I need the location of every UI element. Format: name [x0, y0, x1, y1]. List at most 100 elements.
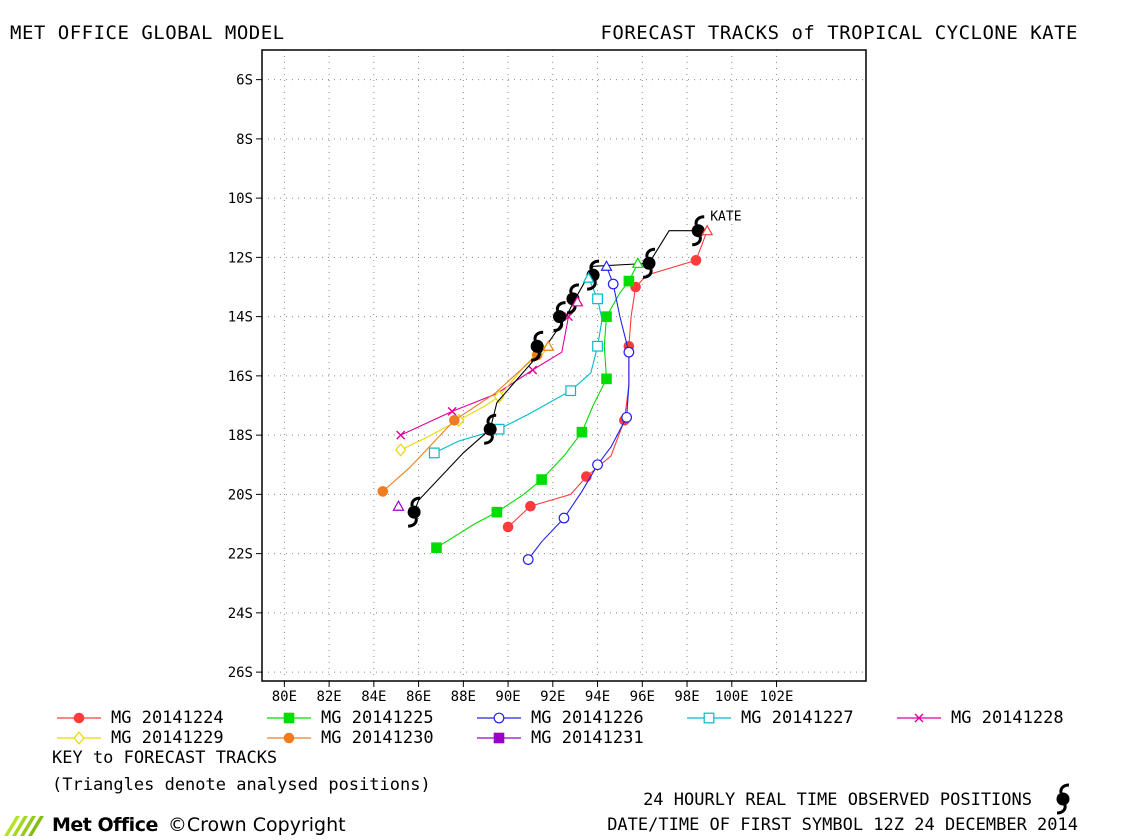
track-2-marker-13	[431, 542, 442, 553]
x-tick-label-11: 102E	[760, 689, 794, 705]
x-tick-label-8: 96E	[630, 689, 655, 705]
y-tick-label-6: 18S	[228, 428, 253, 444]
legend-entry-5: MG 20141228	[951, 708, 1064, 728]
observed-symbol-key	[1056, 783, 1070, 815]
track-2-marker-1	[623, 275, 635, 287]
analysed-position-6	[542, 340, 555, 351]
x-tick-label-0: 80E	[272, 689, 297, 705]
observed-position-1	[642, 247, 656, 279]
track-2-marker-5	[601, 373, 612, 385]
track-line-5	[400, 301, 578, 436]
met-office-logo-icon	[4, 816, 44, 836]
track-1-marker-9	[581, 471, 592, 482]
copyright-notice: ©Crown Copyright	[167, 814, 346, 836]
analysed-position-4	[571, 295, 584, 307]
met-office-logo: Met Office ©Crown Copyright	[2, 812, 346, 838]
track-2-marker-7	[576, 426, 588, 438]
grid	[262, 50, 866, 681]
observed-position-7	[407, 496, 421, 528]
track-5-marker-3	[528, 365, 538, 375]
track-4-marker-3	[592, 340, 603, 352]
x-tick-label-6: 92E	[540, 689, 565, 705]
analysed-position-7	[392, 499, 405, 511]
model-title: MET OFFICE GLOBAL MODEL	[10, 22, 285, 44]
y-tick-label-9: 24S	[228, 606, 253, 622]
track-3-marker-3	[623, 346, 635, 358]
track-5-marker-5	[447, 406, 457, 416]
track-line-3	[527, 266, 630, 560]
y-tick-label-10: 26S	[228, 665, 253, 681]
legend-marker-5	[914, 713, 924, 723]
track-3-marker-11	[522, 554, 534, 565]
legend-entry-7: MG 20141230	[321, 728, 434, 748]
track-1-marker-1	[690, 255, 702, 266]
track-1-marker-11	[525, 500, 536, 512]
track-6-marker-7	[395, 443, 407, 457]
legend-entry-6: MG 20141229	[111, 728, 224, 748]
first-symbol-datetime: DATE/TIME OF FIRST SYMBOL 12Z 24 DECEMBE…	[607, 815, 1078, 835]
track-2-marker-11	[491, 506, 503, 518]
track-3-marker-9	[558, 512, 570, 524]
track-7-marker-5	[377, 486, 389, 497]
x-tick-label-5: 90E	[495, 689, 520, 705]
track-1-marker-12	[502, 521, 514, 533]
y-tick-label-5: 16S	[228, 369, 253, 385]
logo-wordmark: Met Office	[52, 814, 158, 836]
legend-marker-2	[283, 712, 295, 724]
analysed-position-1	[631, 257, 644, 268]
legend-entry-2: MG 20141225	[321, 708, 434, 728]
track-5-marker-6	[396, 430, 406, 440]
legend-marker-6	[73, 731, 85, 745]
observed-position-0	[691, 215, 705, 247]
y-tick-label-8: 22S	[228, 547, 253, 563]
axes: 80E 82E 84E 86E 88E 90E 92E 94E 96E 98E 100E 102E 6S…	[228, 49, 867, 705]
track-7-marker-3	[449, 415, 460, 426]
x-tick-label-2: 84E	[361, 689, 386, 705]
y-tick-label-3: 12S	[228, 250, 253, 266]
analysed-position-0	[701, 224, 714, 236]
track-6-marker-3	[493, 389, 505, 404]
legend-entry-4: MG 20141227	[741, 708, 854, 728]
analysed-position-3	[582, 271, 595, 283]
track-2-marker-9	[536, 474, 547, 485]
track-line-4	[434, 277, 603, 454]
observed-position-5	[530, 330, 544, 362]
legend-marker-4	[703, 712, 715, 724]
track-line-7	[382, 345, 549, 492]
x-tick-label-1: 82E	[316, 689, 341, 705]
track-3-marker-7	[592, 459, 603, 471]
y-tick-label-7: 20S	[228, 487, 253, 503]
observed-position-6	[483, 413, 497, 445]
x-tick-label-4: 88E	[451, 689, 476, 705]
y-tick-label-2: 10S	[228, 191, 253, 207]
y-tick-label-0: 6S	[236, 73, 253, 89]
legend-marker-1	[73, 712, 85, 724]
legend-markers	[57, 712, 941, 745]
x-tick-label-3: 86E	[406, 689, 431, 705]
track-4-marker-9	[428, 447, 440, 459]
track-5-marker-1	[563, 312, 573, 322]
legend-marker-8	[493, 732, 505, 744]
legend-entry-1: MG 20141224	[111, 708, 224, 728]
y-tick-label-1: 8S	[236, 132, 253, 148]
series-layer: KATE	[377, 210, 742, 565]
analysed-position-2	[600, 260, 613, 271]
track-4-marker-5	[565, 385, 577, 397]
x-tick-label-7: 94E	[585, 689, 610, 705]
chart-title: FORECAST TRACKS of TROPICAL CYCLONE KATE	[600, 22, 1078, 44]
observed-position-4	[553, 301, 567, 333]
track-3-marker-5	[621, 411, 633, 423]
plot-frame	[261, 49, 867, 682]
key-title: KEY to FORECAST TRACKS	[52, 748, 278, 768]
observed-symbol-icon	[1056, 783, 1070, 815]
observed-positions-label: 24 HOURLY REAL TIME OBSERVED POSITIONS	[643, 790, 1032, 810]
track-4-marker-1	[592, 293, 603, 305]
key-note: (Triangles denote analysed positions)	[52, 775, 431, 795]
track-line-6	[400, 345, 549, 451]
x-tick-label-10: 100E	[715, 689, 749, 705]
legend-entry-8: MG 20141231	[531, 728, 644, 748]
legend-marker-7	[283, 732, 295, 744]
track-2-marker-3	[601, 311, 612, 322]
track-3-marker-1	[607, 278, 619, 290]
